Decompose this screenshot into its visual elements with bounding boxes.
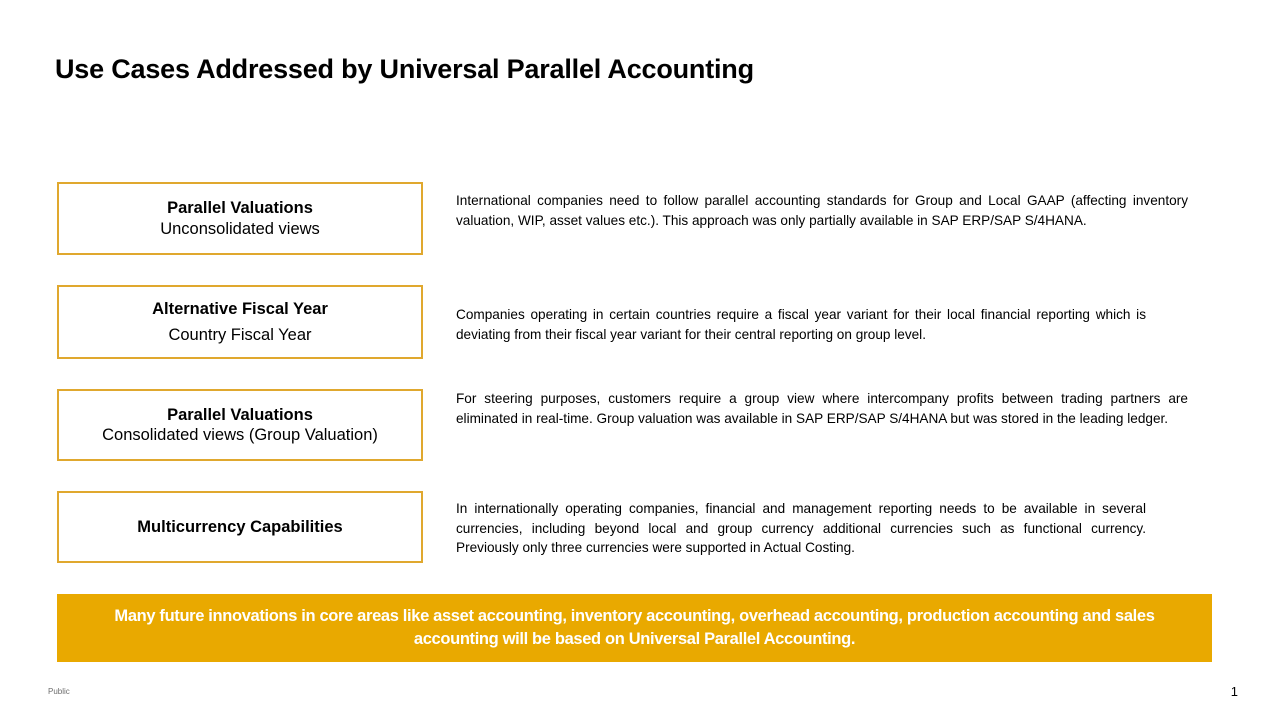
concept-box-multicurrency-capabilities: Multicurrency Capabilities [57, 491, 423, 563]
concept-box-parallel-valuations-consolidated: Parallel Valuations Consolidated views (… [57, 389, 423, 461]
description-text-4: In internationally operating companies, … [456, 501, 1146, 556]
concept-box-title: Multicurrency Capabilities [137, 517, 343, 536]
concept-box-subtitle: Consolidated views (Group Valuation) [102, 426, 378, 444]
concept-box-title: Alternative Fiscal Year [152, 300, 328, 319]
concept-box-subtitle: Country Fiscal Year [168, 325, 312, 344]
page-title: Use Cases Addressed by Universal Paralle… [55, 54, 754, 84]
concept-box-subtitle: Unconsolidated views [160, 219, 320, 238]
summary-banner-text: Many future innovations in core areas li… [114, 606, 1155, 648]
description-text-3: For steering purposes, customers require… [456, 391, 1188, 426]
footer-classification-label: Public [48, 687, 70, 696]
summary-banner: Many future innovations in core areas li… [57, 594, 1212, 662]
description-text-2: Companies operating in certain countries… [456, 307, 1146, 342]
concept-box-parallel-valuations-unconsolidated: Parallel Valuations Unconsolidated views [57, 182, 423, 255]
concept-box-title: Parallel Valuations [167, 199, 313, 218]
description-text-1: International companies need to follow p… [456, 193, 1188, 228]
concept-box-title: Parallel Valuations [167, 405, 313, 424]
footer-page-number: 1 [1230, 684, 1238, 699]
concept-box-alternative-fiscal-year: Alternative Fiscal Year Country Fiscal Y… [57, 285, 423, 359]
